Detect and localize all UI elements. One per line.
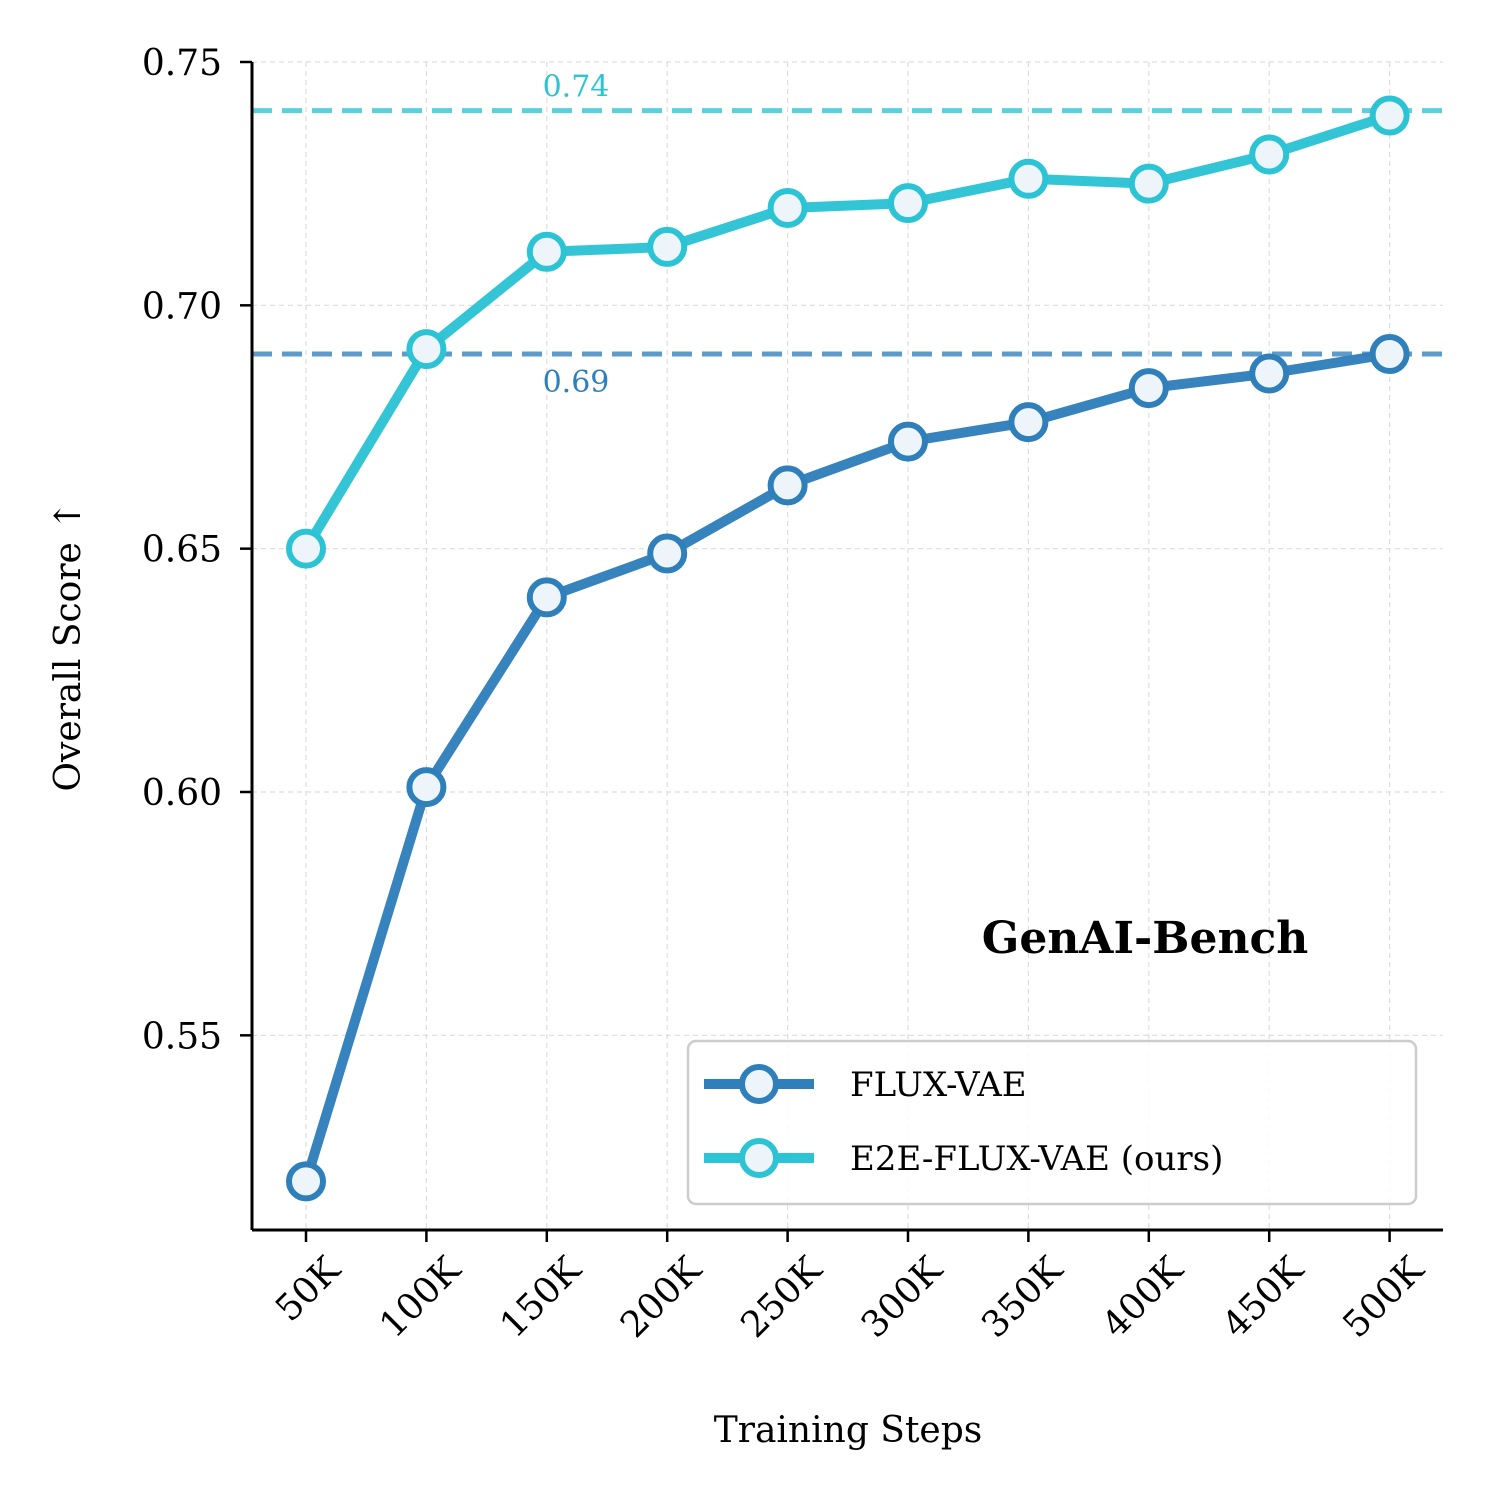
data-point: [767, 188, 808, 228]
data-point: [1249, 134, 1290, 175]
legend-box: [686, 1039, 1418, 1206]
data-point: [406, 767, 447, 808]
data-point: [406, 329, 447, 370]
x-axis-title: Training Steps: [714, 1410, 983, 1451]
grid: [252, 61, 1443, 1230]
series: [286, 95, 1410, 1202]
y-axis-title: Overall Score ↑: [48, 501, 89, 792]
data-point: [1008, 158, 1049, 199]
legend-label: FLUX-VAE: [850, 1065, 1027, 1105]
data-point: [888, 183, 928, 224]
legend: FLUX-VAE E2E-FLUX-VAE (ours): [686, 1039, 1418, 1206]
y-tick-label: 0.55: [142, 1016, 222, 1057]
x-tick-label: 250K: [733, 1249, 830, 1346]
legend-swatch-marker: [739, 1138, 779, 1178]
x-tick-label: 400K: [1095, 1249, 1192, 1346]
series-line: [301, 349, 1395, 1187]
x-tick-label: 450K: [1215, 1249, 1312, 1346]
data-point: [1369, 95, 1410, 136]
data-point: [1369, 334, 1410, 374]
data-point: [767, 465, 808, 506]
data-point: [526, 231, 567, 272]
legend-label: E2E-FLUX-VAE (ours): [850, 1139, 1223, 1179]
data-point: [888, 421, 928, 462]
x-tick-label: 500K: [1335, 1249, 1432, 1346]
reference-lines: 0.74 0.69: [252, 70, 1443, 400]
data-point: [526, 577, 567, 618]
data-point: [647, 533, 688, 574]
reference-label: 0.69: [543, 365, 610, 400]
data-point: [1128, 368, 1169, 409]
data-point: [286, 1161, 326, 1202]
data-point: [1249, 353, 1290, 394]
reference-label: 0.74: [543, 70, 610, 105]
y-tick-label: 0.70: [142, 286, 222, 327]
x-tick-label: 300K: [854, 1249, 951, 1346]
data-point: [1128, 163, 1169, 204]
series-line: [301, 110, 1395, 554]
x-tick-label: 200K: [613, 1249, 710, 1346]
data-point: [1008, 402, 1049, 443]
y-tick-label: 0.75: [142, 43, 222, 84]
y-tick-label: 0.60: [142, 773, 222, 814]
y-tick-label: 0.65: [142, 530, 222, 571]
data-point: [647, 226, 688, 267]
legend-swatch-marker: [739, 1064, 779, 1104]
x-tick-label: 350K: [974, 1249, 1071, 1346]
benchmark-annotation: GenAI-Bench: [982, 913, 1309, 964]
x-tick-label: 150K: [493, 1249, 590, 1346]
data-point: [286, 528, 326, 569]
x-tick-label: 50K: [268, 1249, 349, 1330]
x-tick-label: 100K: [372, 1249, 469, 1346]
